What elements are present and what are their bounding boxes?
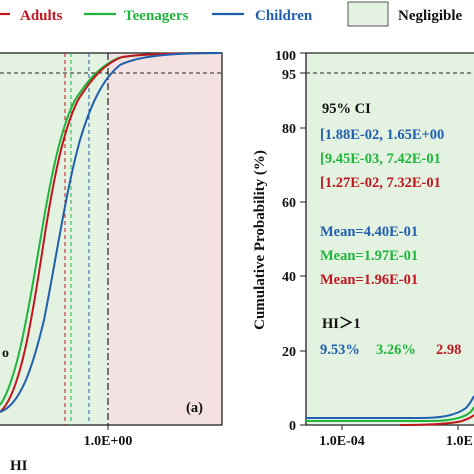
mean-adults: Mean=1.96E-01	[320, 272, 418, 288]
legend-children-label: Children	[255, 8, 313, 24]
right-ytick-label: 20	[282, 345, 296, 360]
right-negligible-region	[306, 53, 474, 425]
left-risk-region	[108, 53, 222, 425]
right-ytick-label: 80	[282, 122, 296, 137]
legend: Adults Teenagers Children Negligible	[0, 1, 463, 27]
mean-teenagers: Mean=1.97E-01	[320, 248, 418, 264]
right-curve-teenagers	[306, 406, 474, 422]
ci-adults: [1.27E-02, 7.32E-01	[320, 175, 441, 191]
legend-teenagers-label: Teenagers	[124, 8, 189, 24]
right-yticks: 0 20 40 60 80 95 100	[275, 49, 306, 434]
left-negligible-region	[0, 53, 108, 425]
right-curve-adults	[399, 414, 474, 426]
legend-negligible-label: Negligible	[398, 8, 463, 24]
hi-exceed-teenagers: 3.26%	[376, 342, 416, 358]
right-panel: 0 20 40 60 80 95 100 Cumulative Probabil…	[252, 49, 474, 449]
left-plot-frame	[0, 52, 223, 426]
right-ytick-label: 100	[275, 49, 296, 64]
left-curve-adults	[0, 52, 223, 413]
right-ytick-label: 40	[282, 270, 296, 285]
mean-children: Mean=4.40E-01	[320, 224, 418, 240]
hi-exceed-adults: 2.98	[436, 342, 461, 358]
right-xtick-label: 1.0E-04	[319, 434, 365, 449]
legend-adults-label: Adults	[20, 8, 63, 24]
ci-teenagers: [9.45E-03, 7.42E-01	[320, 151, 441, 167]
right-curve-children	[306, 395, 474, 419]
right-ytick-label: 0	[289, 419, 296, 434]
right-ytick-label: 95	[282, 68, 296, 83]
legend-negligible-swatch	[347, 1, 389, 27]
right-xtick-label: 1.0E	[446, 434, 473, 449]
ci-title: 95% CI	[322, 101, 371, 117]
left-panel-tag: (a)	[186, 400, 203, 416]
left-curve-children	[0, 52, 223, 413]
hi-exceed-title: HI＞1	[322, 316, 361, 332]
left-xaxis-title: HI	[10, 458, 28, 474]
left-edge-mark: o	[2, 346, 9, 361]
hi-exceed-children: 9.53%	[320, 342, 360, 358]
ci-children: [1.88E-02, 1.65E+00	[320, 127, 444, 143]
left-panel: o (a) 1.0E+00 HI	[0, 52, 223, 474]
right-ytick-label: 60	[282, 196, 296, 211]
left-xtick-label: 1.0E+00	[84, 434, 133, 449]
right-yaxis-title: Cumulative Probability (%)	[252, 150, 268, 330]
